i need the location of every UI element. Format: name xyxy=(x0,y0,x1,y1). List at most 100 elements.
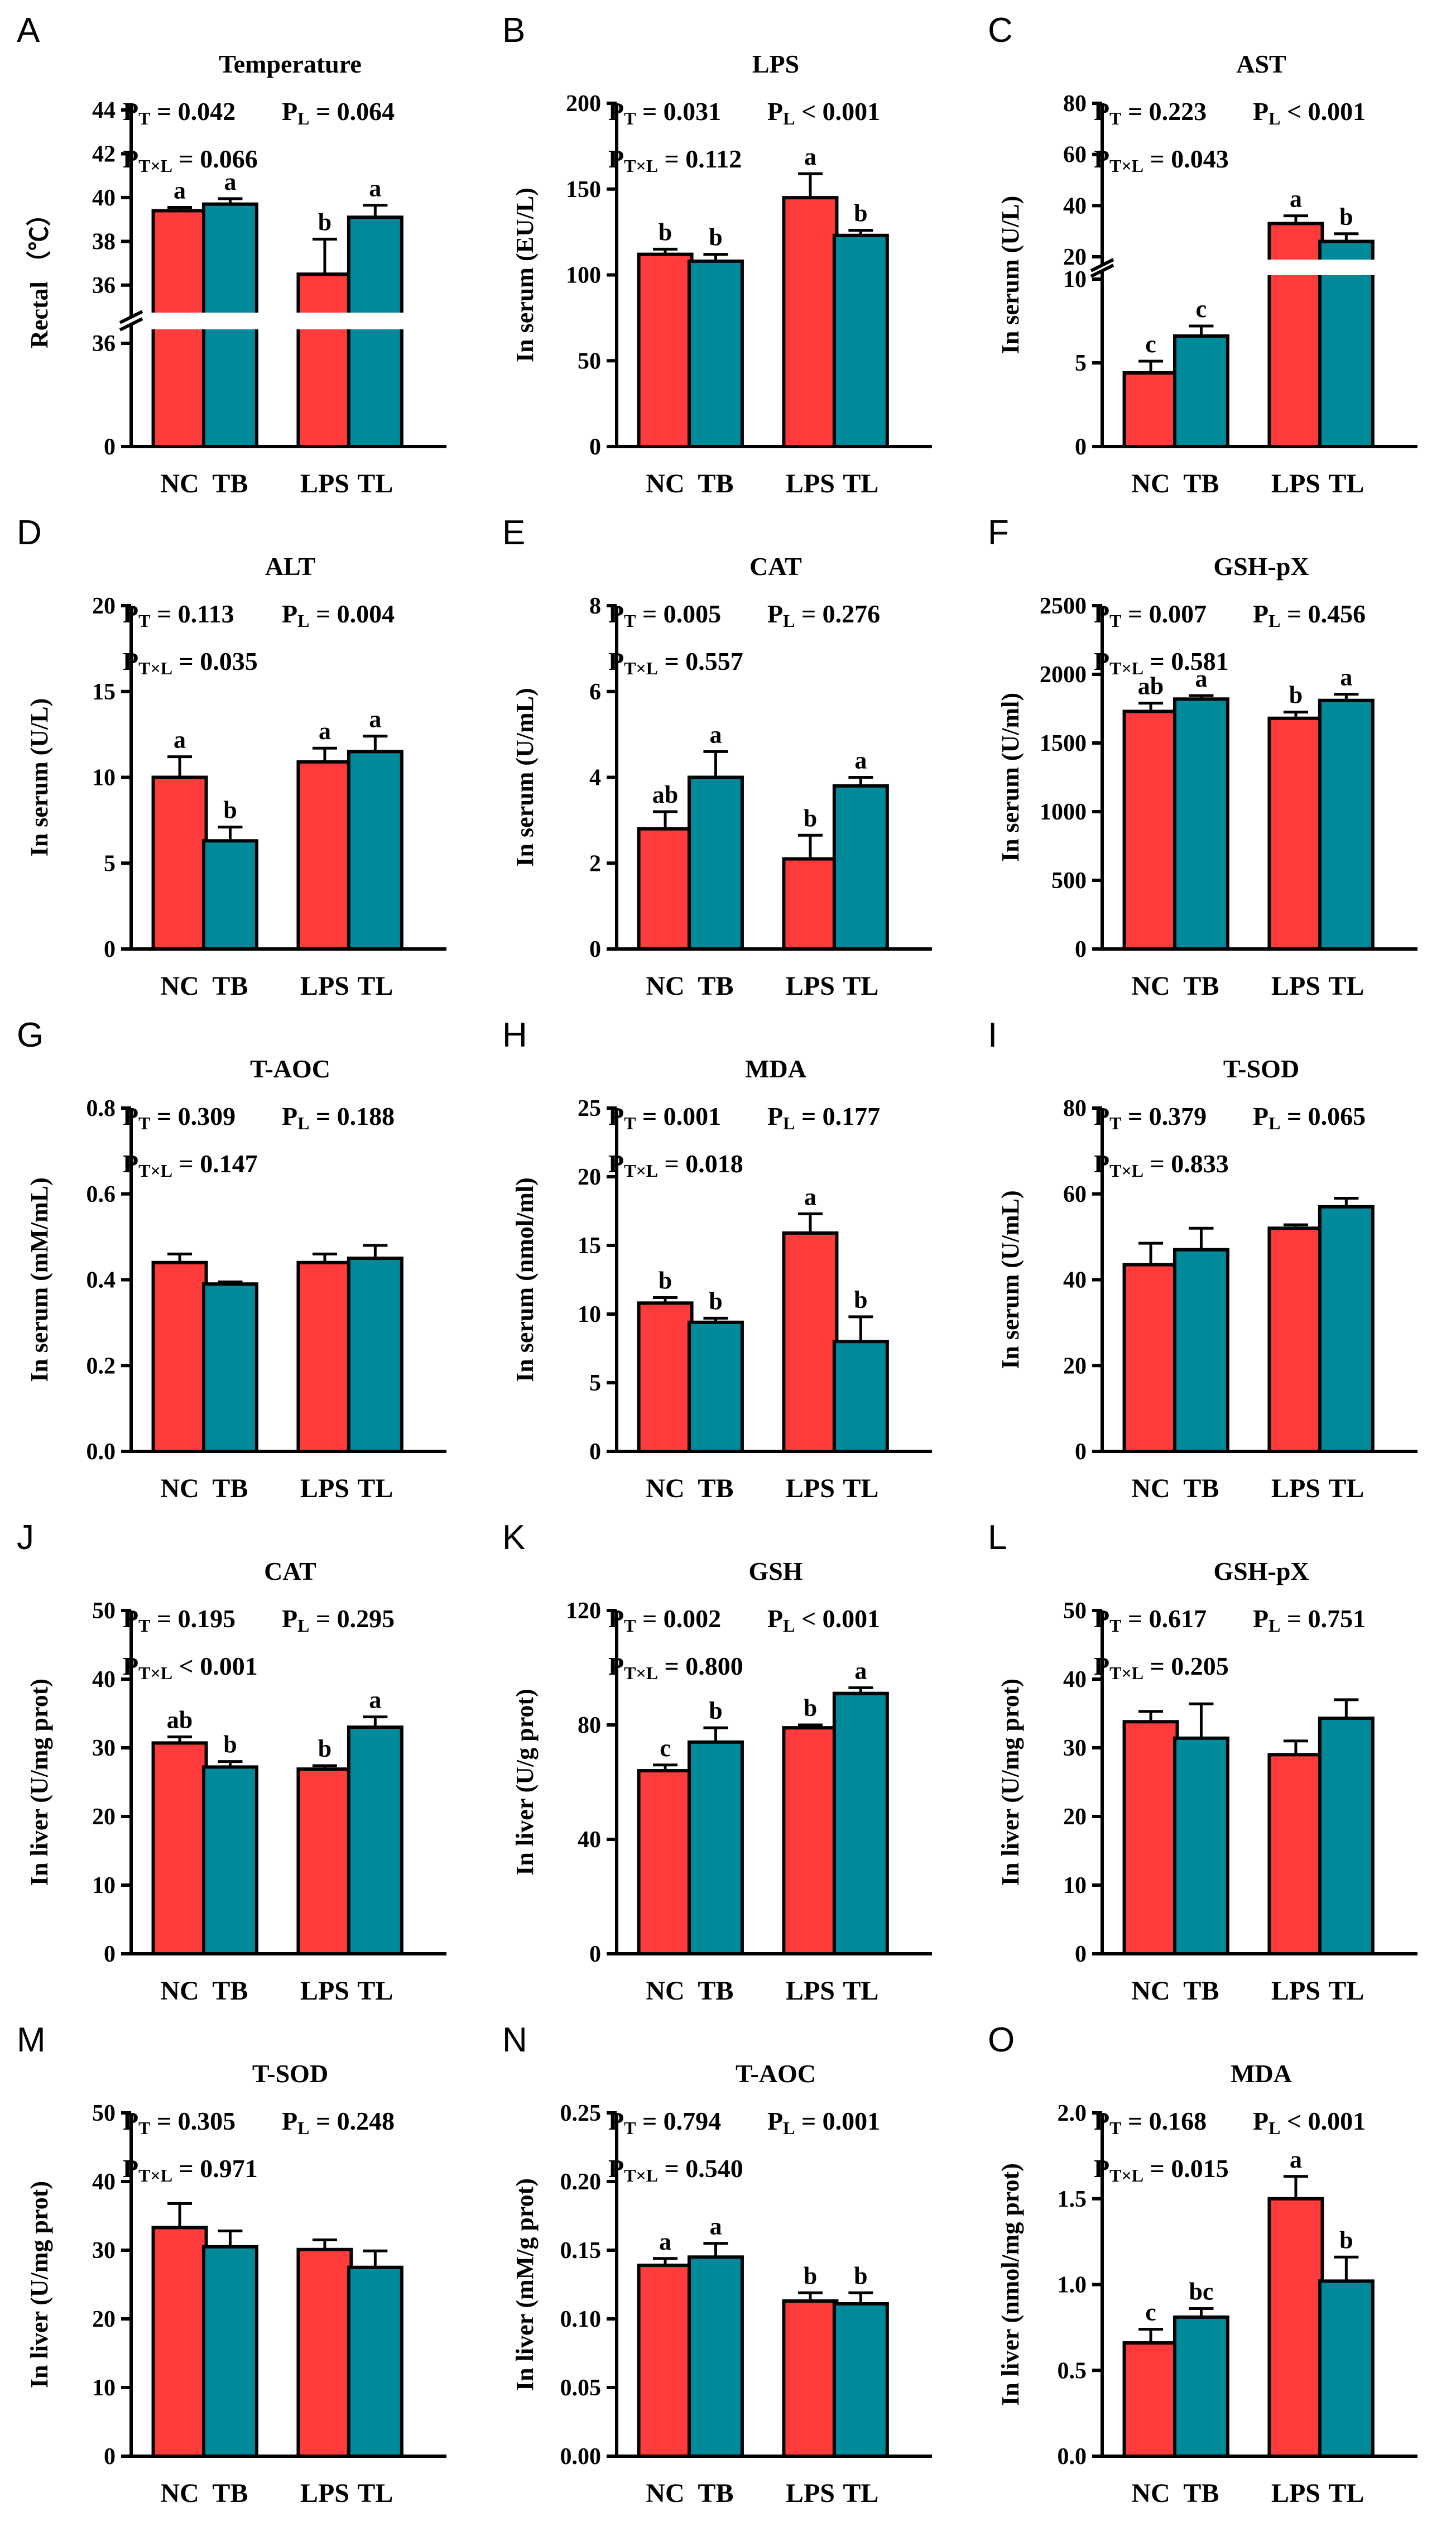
p-interaction-label: PT×L = 0.147 xyxy=(123,1149,258,1181)
x-tick-label: NC xyxy=(646,469,684,498)
p-lps-label: PL < 0.001 xyxy=(767,1604,880,1636)
bar-nc xyxy=(151,1260,208,1453)
y-tick-label: 0.25 xyxy=(560,2101,602,2126)
significance-letter: bc xyxy=(1189,2278,1213,2305)
p-treatment-label: PT = 0.168 xyxy=(1094,2107,1207,2138)
error-bar xyxy=(1283,711,1308,718)
y-axis-label: In serum (U/mL) xyxy=(997,1190,1024,1369)
y-tick-label: 20 xyxy=(1063,1353,1087,1379)
y-tick-label: 0 xyxy=(589,434,601,460)
y-tick-label: 0.5 xyxy=(1058,2358,1087,2384)
bar-tb xyxy=(1173,334,1229,448)
chart-title: T-SOD xyxy=(252,2059,328,2088)
bar-lps xyxy=(782,2299,839,2458)
y-tick-label: 5 xyxy=(104,851,116,876)
x-tick-label: NC xyxy=(160,971,199,1001)
x-tick-label: TL xyxy=(843,1976,878,2006)
panel-i: I T-SOD In serum (U/mL) 0 20 40 60 80 NC TB LPS TL P… xyxy=(988,1016,1417,1503)
x-tick-label: NC xyxy=(646,2479,684,2508)
x-tick-label: TB xyxy=(698,1976,733,2006)
chart-title: GSH xyxy=(748,1557,803,1585)
significance-letter: a xyxy=(804,1183,816,1210)
significance-letter: a xyxy=(369,175,381,202)
x-tick-label: LPS xyxy=(786,971,835,1001)
x-tick-label: NC xyxy=(1131,2479,1170,2508)
axis-break-mark xyxy=(1090,258,1114,272)
bar-tl xyxy=(347,2265,403,2458)
y-tick-label: 1500 xyxy=(1040,731,1087,756)
axis-break-mark xyxy=(1090,263,1114,278)
panel-l: L GSH-pX In liver (U/mg prot) 0 10 20 30 40 50 NC… xyxy=(988,1518,1417,2006)
p-lps-label: PL = 0.001 xyxy=(767,2107,880,2138)
panel-e: E CAT In serum (U/mL) 0 2 4 6 8 ab NC a TB b LPS a TL PT… xyxy=(502,514,932,1001)
panel-h: H MDA In serum (nmol/ml) 0 5 10 15 20 25 b NC b TB a L… xyxy=(502,1016,932,1503)
error-bar xyxy=(1189,694,1214,699)
x-tick-label: NC xyxy=(646,971,684,1001)
panel-letter: E xyxy=(502,514,525,552)
x-tick-label: NC xyxy=(1131,1474,1170,1503)
significance-letter: b xyxy=(318,208,331,236)
p-treatment-label: PT = 0.617 xyxy=(1094,1604,1207,1636)
y-axis-label: In serum (U/L) xyxy=(26,698,53,857)
x-tick-label: TB xyxy=(698,2479,733,2508)
p-treatment-label: PT = 0.002 xyxy=(608,1604,721,1636)
bar-lps xyxy=(296,1260,353,1453)
error-bar xyxy=(312,1252,337,1263)
bar-lps xyxy=(782,1231,839,1454)
y-tick-label: 0.0 xyxy=(87,1439,116,1465)
bar-tb xyxy=(687,259,744,448)
x-tick-label: LPS xyxy=(300,971,349,1001)
y-tick-label: 15 xyxy=(92,679,116,705)
panel-letter: N xyxy=(502,2021,527,2059)
significance-letter: b xyxy=(1339,203,1353,231)
error-bar xyxy=(1138,2327,1164,2343)
p-lps-label: PL = 0.064 xyxy=(282,97,395,128)
bar-nc xyxy=(637,252,694,448)
error-bar xyxy=(218,1760,243,1767)
y-tick-label: 0.20 xyxy=(560,2169,602,2195)
x-tick-label: NC xyxy=(646,1474,684,1503)
panel-letter: H xyxy=(502,1016,527,1054)
p-lps-label: PL = 0.276 xyxy=(767,600,880,631)
p-treatment-label: PT = 0.113 xyxy=(123,600,234,631)
x-tick-label: LPS xyxy=(1271,971,1320,1001)
bar-tb xyxy=(201,1282,258,1453)
x-tick-label: LPS xyxy=(1271,469,1320,498)
significance-letter: b xyxy=(804,1694,817,1722)
y-tick-label: 0.6 xyxy=(87,1182,116,1207)
significance-letter: b xyxy=(1289,682,1303,709)
p-interaction-label: PT×L = 0.800 xyxy=(608,1652,743,1683)
y-axis-label: In serum (EU/L) xyxy=(511,188,539,362)
error-bar xyxy=(797,1723,823,1728)
panel-letter: A xyxy=(17,11,40,50)
significance-letter: a xyxy=(224,168,236,195)
y-tick-label: 60 xyxy=(1063,142,1087,168)
error-bar xyxy=(653,1763,678,1771)
bar-lps xyxy=(782,196,839,448)
chart-title: ALT xyxy=(265,552,315,581)
y-tick-label: 120 xyxy=(566,1598,601,1624)
significance-letter: a xyxy=(319,717,331,745)
error-bar xyxy=(1138,1710,1164,1722)
chart-title: LPS xyxy=(752,50,799,78)
bar-tb xyxy=(1173,2315,1229,2458)
p-treatment-label: PT = 0.007 xyxy=(1094,600,1207,631)
panel-letter: I xyxy=(988,1016,997,1054)
p-lps-label: PL < 0.001 xyxy=(1253,2107,1366,2138)
p-interaction-label: PT×L < 0.001 xyxy=(123,1652,258,1683)
y-tick-label: 10 xyxy=(92,2375,116,2401)
x-tick-label: TB xyxy=(212,469,248,498)
bar-lps xyxy=(296,760,353,951)
y-axis-label: In liver (mM/g prot) xyxy=(511,2178,539,2391)
panel-letter: K xyxy=(502,1518,525,1557)
error-bar xyxy=(703,2242,728,2257)
x-tick-label: NC xyxy=(160,469,199,498)
bar-nc xyxy=(151,775,208,951)
y-tick-label: 0.15 xyxy=(560,2238,602,2264)
error-bar xyxy=(312,746,337,762)
y-tick-label: 50 xyxy=(92,1598,116,1624)
p-treatment-label: PT = 0.223 xyxy=(1094,97,1207,128)
y-tick-label: 10 xyxy=(1063,1873,1087,1899)
